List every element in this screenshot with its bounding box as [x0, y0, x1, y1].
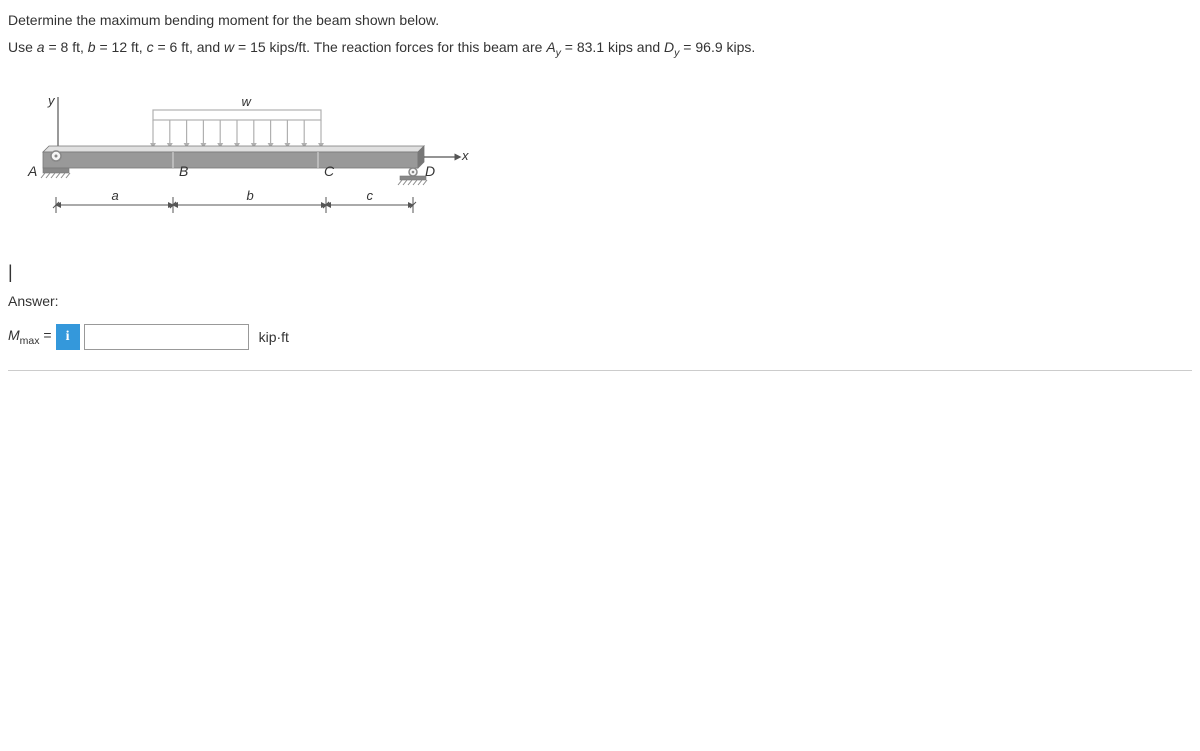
info-button[interactable]: i [56, 324, 80, 350]
problem-line2: Use a = 8 ft, b = 12 ft, c = 6 ft, and w… [8, 37, 1192, 62]
svg-text:B: B [179, 163, 188, 179]
answer-label: Answer: [8, 293, 1192, 309]
beam-diagram: y w x A B C Da b c [18, 92, 498, 242]
mmax-input[interactable] [84, 324, 249, 350]
svg-text:x: x [461, 148, 469, 163]
unit-label: kip·ft [259, 329, 289, 345]
svg-text:A: A [27, 163, 37, 179]
svg-text:a: a [112, 188, 119, 203]
svg-text:y: y [47, 93, 56, 108]
svg-text:c: c [367, 188, 374, 203]
answer-section: | Answer: Mmax = i kip·ft [8, 262, 1192, 371]
mmax-label: Mmax = [8, 327, 52, 347]
svg-text:w: w [242, 94, 253, 109]
svg-text:C: C [324, 163, 335, 179]
svg-text:D: D [425, 163, 435, 179]
answer-row: Mmax = i kip·ft [8, 324, 1192, 350]
text-cursor: | [8, 262, 1192, 283]
svg-text:b: b [247, 188, 254, 203]
problem-line1: Determine the maximum bending moment for… [8, 10, 1192, 31]
